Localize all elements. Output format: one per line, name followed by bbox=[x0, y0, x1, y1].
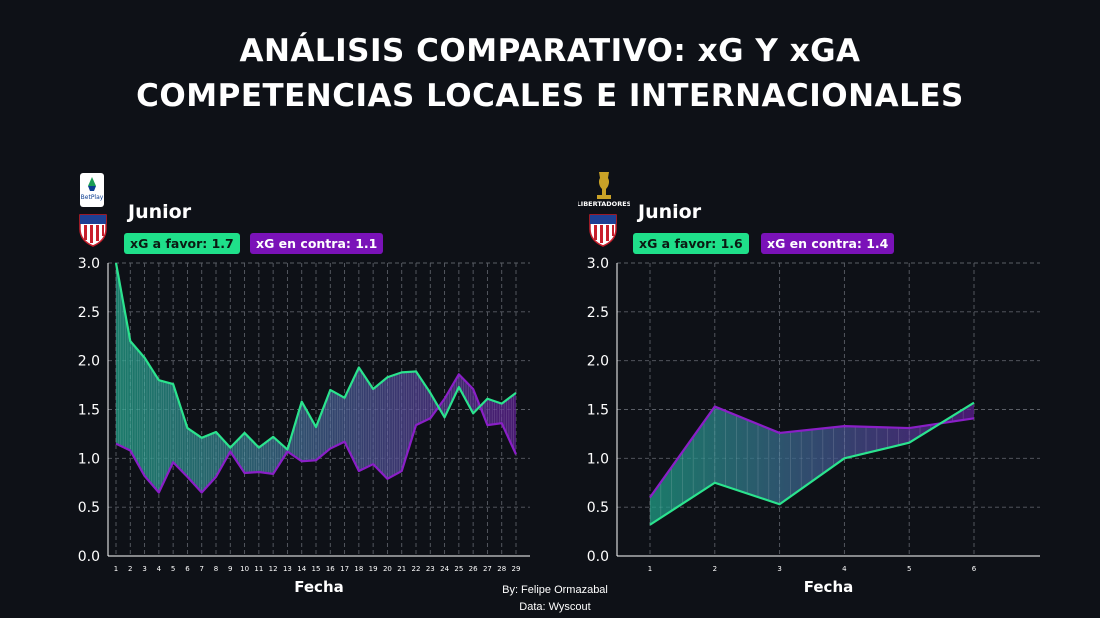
x-tick-label: 15 bbox=[312, 565, 321, 573]
junior-crest-left-icon bbox=[79, 214, 107, 247]
x-tick-label: 3 bbox=[142, 565, 146, 573]
x-tick-label: 6 bbox=[185, 565, 190, 573]
title-line-2: COMPETENCIAS LOCALES E INTERNACIONALES bbox=[136, 78, 964, 114]
x-tick-label: 4 bbox=[842, 565, 847, 573]
x-tick-label: 22 bbox=[412, 565, 421, 573]
credits: By: Felipe Ormazabal Data: Wyscout bbox=[480, 582, 630, 616]
liga-logo-text: BetPlay bbox=[81, 194, 104, 201]
xg-contra-badge-right: xG en contra: 1.4 bbox=[761, 233, 895, 254]
y-tick-label: 0.5 bbox=[587, 500, 609, 516]
x-tick-label: 29 bbox=[512, 565, 521, 573]
x-tick-label: 6 bbox=[972, 565, 977, 573]
xg-favor-line bbox=[649, 401, 975, 526]
x-tick-label: 5 bbox=[907, 565, 911, 573]
x-tick-label: 7 bbox=[199, 565, 203, 573]
x-axis-label: Fecha bbox=[804, 578, 854, 596]
y-tick-label: 1.5 bbox=[78, 403, 100, 419]
x-tick-label: 4 bbox=[157, 565, 162, 573]
x-tick-label: 26 bbox=[469, 565, 478, 573]
x-tick-label: 11 bbox=[254, 565, 263, 573]
x-tick-label: 2 bbox=[128, 565, 132, 573]
x-tick-label: 13 bbox=[283, 565, 292, 573]
x-tick-label: 16 bbox=[326, 565, 335, 573]
x-tick-label: 9 bbox=[228, 565, 232, 573]
x-tick-label: 1 bbox=[114, 565, 118, 573]
title-line-1: ANÁLISIS COMPARATIVO: xG Y xGA bbox=[239, 33, 861, 69]
liga-betplay-logo-icon: BetPlay bbox=[80, 173, 104, 207]
xg-contra-badge-left: xG en contra: 1.1 bbox=[250, 233, 384, 254]
y-tick-label: 1.0 bbox=[78, 451, 100, 467]
x-tick-label: 14 bbox=[297, 565, 306, 573]
fill-between-area bbox=[650, 402, 974, 525]
x-tick-label: 27 bbox=[483, 565, 492, 573]
team-name-left: Junior bbox=[128, 201, 192, 223]
x-axis-label: Fecha bbox=[294, 578, 344, 596]
y-tick-label: 2.5 bbox=[587, 305, 609, 321]
y-tick-label: 0.0 bbox=[78, 549, 100, 565]
x-tick-label: 18 bbox=[354, 565, 363, 573]
team-name-right: Junior bbox=[638, 201, 702, 223]
x-tick-label: 12 bbox=[269, 565, 278, 573]
y-tick-label: 0.5 bbox=[78, 500, 100, 516]
fill-between-area bbox=[116, 263, 516, 493]
x-tick-label: 10 bbox=[240, 565, 249, 573]
x-tick-label: 5 bbox=[171, 565, 175, 573]
x-tick-label: 8 bbox=[214, 565, 218, 573]
x-tick-label: 2 bbox=[713, 565, 717, 573]
x-tick-label: 21 bbox=[397, 565, 406, 573]
xg-favor-line bbox=[114, 262, 517, 451]
credits-source: Data: Wyscout bbox=[519, 601, 591, 613]
y-tick-label: 2.5 bbox=[78, 305, 100, 321]
x-tick-label: 3 bbox=[777, 565, 781, 573]
xg-contra-line bbox=[649, 405, 975, 499]
x-tick-label: 28 bbox=[497, 565, 506, 573]
copa-libertadores-trophy-icon: LIBERTADORES bbox=[578, 172, 630, 208]
y-tick-label: 2.0 bbox=[78, 354, 100, 370]
y-tick-label: 2.0 bbox=[587, 354, 609, 370]
xg-favor-badge-right: xG a favor: 1.6 bbox=[633, 233, 749, 254]
x-tick-label: 20 bbox=[383, 565, 392, 573]
xg-favor-badge-left: xG a favor: 1.7 bbox=[124, 233, 240, 254]
x-tick-label: 25 bbox=[454, 565, 463, 573]
y-tick-label: 3.0 bbox=[78, 256, 100, 272]
xg-contra-line bbox=[115, 373, 518, 494]
credits-author: By: Felipe Ormazabal bbox=[502, 584, 608, 596]
x-tick-label: 24 bbox=[440, 565, 449, 573]
x-tick-label: 1 bbox=[648, 565, 652, 573]
y-tick-label: 3.0 bbox=[587, 256, 609, 272]
y-tick-label: 0.0 bbox=[587, 549, 609, 565]
y-tick-label: 1.0 bbox=[587, 451, 609, 467]
x-tick-label: 19 bbox=[369, 565, 378, 573]
x-tick-label: 23 bbox=[426, 565, 435, 573]
x-tick-label: 17 bbox=[340, 565, 349, 573]
junior-crest-right-icon bbox=[589, 214, 617, 247]
y-tick-label: 1.5 bbox=[587, 403, 609, 419]
libertadores-logo-text: LIBERTADORES bbox=[578, 200, 630, 208]
